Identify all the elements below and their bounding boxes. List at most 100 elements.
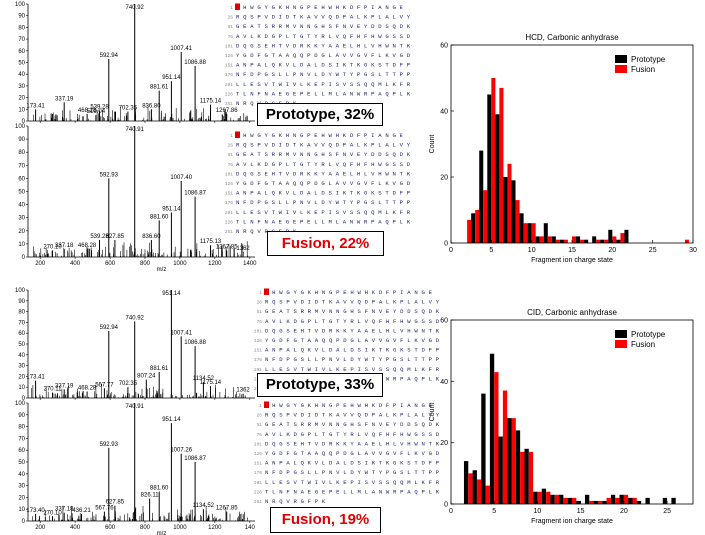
peak-label: 740.91 <box>126 404 145 410</box>
peak-label: 468.28 <box>78 386 97 392</box>
sequence-index: 101 <box>254 441 262 447</box>
sequence-row: T L N F N A E G E P E L L M L A N W R P … <box>236 218 411 225</box>
y-tick-label: 30 <box>18 364 25 370</box>
bar-prototype <box>645 497 650 504</box>
sequence-index: 151 <box>225 191 233 197</box>
bar-fusion <box>531 223 536 243</box>
bar-fusion <box>555 239 560 243</box>
sequence-row: R Q S P V D I D T K A V V Q D P A L K P … <box>236 14 411 21</box>
bar-fusion <box>620 233 625 243</box>
start-residue-marker <box>235 3 240 10</box>
peak-label: 436.21 <box>72 508 91 514</box>
label-prototype-hcd: Prototype, 32% <box>257 103 383 126</box>
label-prototype-cid: Prototype, 33% <box>257 373 383 397</box>
bar-prototype <box>527 223 532 243</box>
label-prototype-cid-text: Prototype, 33% <box>265 376 375 393</box>
x-tick-label: 1400 <box>243 261 257 267</box>
y-tick-label: 50 <box>18 342 25 348</box>
peak-label: 1007.41 <box>170 46 192 52</box>
y-tick-label: 80 <box>18 310 25 316</box>
sequence-row: A V L K D G P L T G T Y R L V Q F H F H … <box>236 161 411 168</box>
sequence-row: M H W G Y G K H N G P E H W H K D F P I … <box>236 132 404 139</box>
peak-label: 539.28 <box>90 105 109 111</box>
peak-label: 567.76 <box>95 506 114 512</box>
sequence-row: Y G D F G T A A Q Q P D G L A V V G V F … <box>265 337 440 344</box>
peak-label: 807.24 <box>137 374 156 380</box>
peak-label: 1134.52 <box>193 376 215 382</box>
sequence-index: 26 <box>228 15 234 21</box>
y-tick-label: 20 <box>18 374 25 380</box>
sequence-index: 176 <box>225 72 233 78</box>
peak-label: 836.80 <box>142 103 161 109</box>
bar-prototype <box>511 180 516 243</box>
bar-prototype <box>610 494 616 504</box>
y-tick-label: 0 <box>444 241 448 248</box>
x-tick-label: 0 <box>449 508 453 515</box>
y-tick-label: 30 <box>18 84 25 90</box>
sequence-row: Y G D F G T A A Q Q P D G L A V V G V F … <box>265 450 440 457</box>
sequence-index: 1 <box>230 133 233 139</box>
sequence-index: 201 <box>225 210 233 216</box>
bar-fusion <box>596 239 601 243</box>
sequence-row: N F D P G S L L P N V L D Y W T Y P G S … <box>236 71 411 78</box>
x-tick-label: 25 <box>649 247 657 254</box>
label-fusion-hcd-text: Fusion, 22% <box>281 235 370 252</box>
label-prototype-hcd-text: Prototype, 32% <box>265 106 375 123</box>
y-tick-label: 60 <box>18 448 25 454</box>
bar-prototype <box>535 236 540 243</box>
peak-label: 468.28 <box>78 108 97 114</box>
sequence-row: N R Q V R G F P K <box>265 498 326 505</box>
y-tick-label: 50 <box>18 61 25 67</box>
bar-prototype <box>524 448 529 504</box>
y-tick-label: 80 <box>18 150 25 156</box>
sequence-index: 151 <box>254 348 262 354</box>
bar-fusion <box>499 87 504 244</box>
bar-prototype <box>541 488 547 504</box>
sequence-index: 51 <box>228 24 234 30</box>
sequence-row: T L N F N A E G E P E L L M L A N W R P … <box>265 488 440 495</box>
bar-fusion <box>485 485 490 504</box>
x-tick-label: 800 <box>140 525 151 531</box>
legend-label-prototype: Prototype <box>631 55 666 64</box>
peak-label: 951.14 <box>162 75 181 81</box>
x-tick-label: 5 <box>492 508 496 515</box>
label-fusion-cid: Fusion, 19% <box>270 507 381 533</box>
legend-swatch-prototype <box>615 330 627 338</box>
bar-prototype <box>636 500 642 504</box>
y-tick-label: 100 <box>15 2 26 8</box>
sequence-index: 201 <box>254 480 262 486</box>
bar-prototype <box>550 494 555 504</box>
sequence-index: 251 <box>225 229 233 235</box>
bar-prototype <box>584 239 589 243</box>
sequence-row: A N P A L Q K V L D A L D S I K T K G K … <box>265 347 440 354</box>
x-tick-label: 15 <box>577 508 585 515</box>
sequence-row: R Q S P V D I D T K A V V Q D P A L K P … <box>236 142 411 149</box>
peak-label: 1086.87 <box>184 191 206 197</box>
peak-label: 539.28 <box>90 234 109 240</box>
legend-swatch-fusion <box>615 65 627 73</box>
sequence-index: 176 <box>254 470 262 476</box>
bar-fusion <box>467 219 472 243</box>
y-tick-label: 0 <box>22 396 26 402</box>
y-tick-label: 20 <box>18 96 25 102</box>
sequence-index: 251 <box>225 101 233 107</box>
bar-fusion <box>684 239 689 243</box>
legend-label-prototype: Prototype <box>631 330 666 339</box>
y-tick-label: 70 <box>18 37 25 43</box>
sequence-row: N F D P G S L L P N V L D Y W T Y P G S … <box>265 469 440 476</box>
bar-fusion <box>475 210 480 243</box>
sequence-index: 76 <box>257 319 263 325</box>
y-tick-label: 0 <box>444 502 448 509</box>
y-tick-label: 70 <box>18 163 25 169</box>
bar-fusion <box>511 418 516 504</box>
plot-frame <box>450 319 694 505</box>
peak-label: 826.11 <box>141 493 160 499</box>
y-tick-label: 30 <box>18 484 25 490</box>
sequence-index: 76 <box>228 162 234 168</box>
peak-label: 592.94 <box>100 53 119 59</box>
sequence-row: M H W G Y G K H N G P E H W H K D F P I … <box>265 402 433 409</box>
peak-label: 951.14 <box>162 207 181 213</box>
bar-prototype <box>616 239 621 243</box>
sequence-index: 1 <box>230 5 233 11</box>
